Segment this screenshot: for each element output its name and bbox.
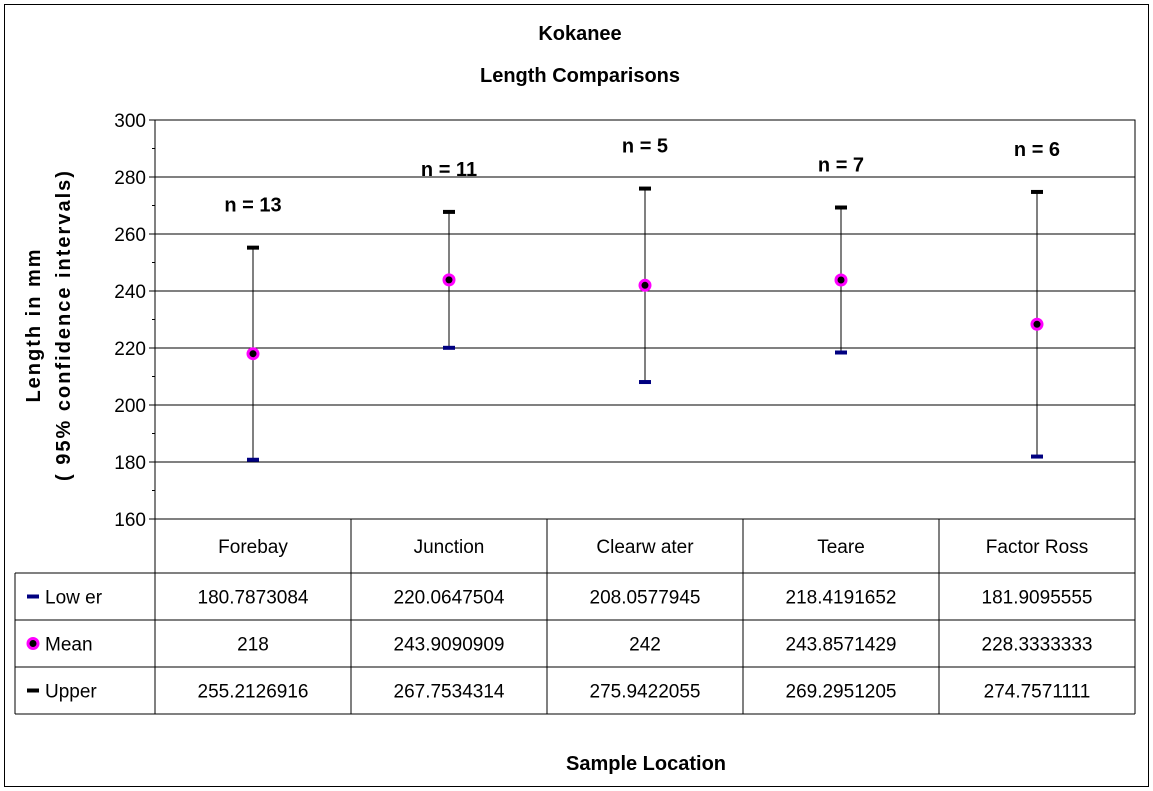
x-tick-label: Factor Ross [986,537,1088,558]
n-label: n = 6 [1014,139,1060,161]
table-cell: 228.3333333 [982,635,1093,656]
plot-area: 160 180 200 220 240 260 280 300 n = 13 n = 11 n = … [114,111,1136,531]
y-tick-label: 160 [114,510,146,531]
table-cell: 218.4191652 [786,588,897,609]
table-cell: 275.9422055 [590,682,701,703]
x-tick-label: Clearw ater [596,537,694,558]
legend-entry: Low er [45,588,103,609]
chart-subtitle: Length Comparisons [480,65,680,87]
table-cell: 180.7873084 [198,588,309,609]
y-tick-label: 240 [114,282,146,303]
chart-title: Kokanee [538,23,621,45]
n-label: n = 11 [421,159,477,181]
y-axis-label-line-1: Length in mm [23,247,45,402]
n-label: n = 7 [818,155,864,177]
table-cell: 220.0647504 [394,588,505,609]
x-tick-label: Teare [817,537,865,558]
y-axis-label-line-2: ( 95% confidence intervals) [53,169,75,481]
mean-point [638,278,652,292]
table-cell: 181.9095555 [982,588,1093,609]
n-label: n = 13 [224,195,281,217]
y-tick-label: 180 [114,453,146,474]
mean-point [442,273,456,287]
table-cell: 208.0577945 [590,588,701,609]
y-tick-label: 200 [114,396,146,417]
data-table: Forebay Junction Clearw ater Teare Factor Ro… [14,519,1136,715]
y-tick-label: 280 [114,168,146,189]
table-cell: 269.2951205 [786,682,897,703]
y-tick-label: 260 [114,225,146,246]
y-tick-label: 220 [114,339,146,360]
table-cell: 267.7534314 [394,682,505,703]
mean-point [834,273,848,287]
legend-entry: Mean [45,635,93,656]
chart-frame [4,4,1149,787]
legend-mean-marker [26,637,40,650]
table-cell: 243.9090909 [394,635,505,656]
legend-entry: Upper [45,682,97,703]
x-tick-label: Forebay [218,537,288,558]
y-tick-label: 300 [114,111,146,132]
table-cell: 274.7571111 [984,682,1091,703]
table-cell: 218 [237,635,269,656]
plot-border [154,119,1136,520]
mean-point [246,347,260,361]
table-cell: 243.8571429 [786,635,897,656]
table-cell: 242 [629,635,661,656]
table-cell: 255.2126916 [198,682,309,703]
n-label: n = 5 [622,136,668,158]
mean-point [1030,317,1044,331]
x-tick-label: Junction [414,537,485,558]
y-axis-label: Length in mm ( 95% confidence intervals) [23,169,75,481]
x-axis-label: Sample Location [566,753,726,775]
